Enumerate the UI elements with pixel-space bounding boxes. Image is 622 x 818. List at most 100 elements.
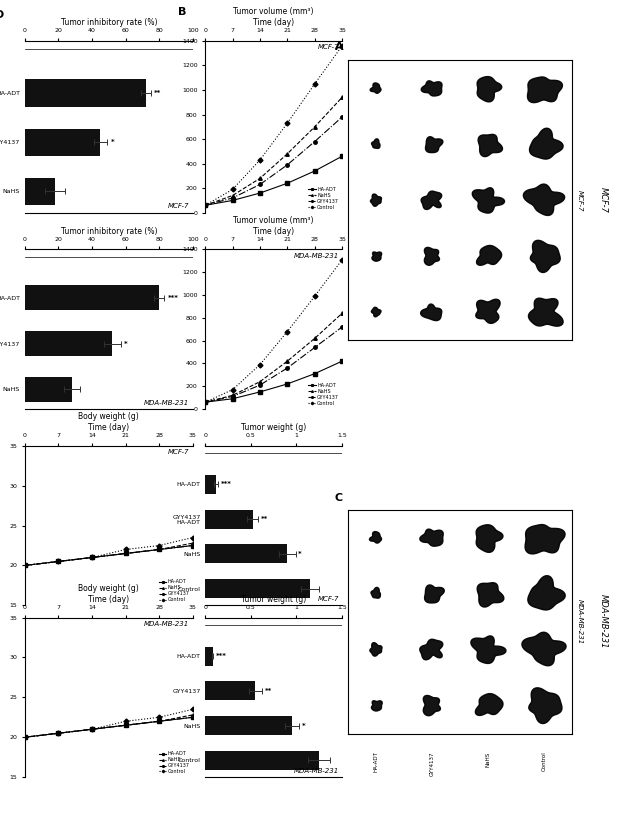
X-axis label: Time (day): Time (day) xyxy=(88,596,129,605)
HA-ADT xyxy=(88,553,96,563)
NaHS xyxy=(189,710,197,720)
HA-ADT xyxy=(311,369,318,379)
NaHS xyxy=(338,308,346,318)
GYY4137 xyxy=(338,322,346,332)
Polygon shape xyxy=(531,240,560,272)
NaHS xyxy=(229,390,236,400)
Control xyxy=(88,553,96,563)
Polygon shape xyxy=(476,245,501,265)
Polygon shape xyxy=(529,299,563,326)
Control xyxy=(338,41,346,51)
NaHS xyxy=(284,357,291,366)
X-axis label: Tumor inhibitory rate (%): Tumor inhibitory rate (%) xyxy=(60,227,157,236)
NaHS xyxy=(55,556,62,566)
Line: HA-ADT: HA-ADT xyxy=(203,359,344,404)
GYY4137 xyxy=(55,728,62,738)
Polygon shape xyxy=(421,191,442,209)
Polygon shape xyxy=(472,187,504,213)
HA-ADT xyxy=(21,560,29,570)
HA-ADT xyxy=(202,398,209,407)
HA-ADT xyxy=(256,387,264,397)
Legend: HA-ADT, NaHS, GYY4137, Control: HA-ADT, NaHS, GYY4137, Control xyxy=(157,578,192,605)
Polygon shape xyxy=(476,525,503,552)
Bar xyxy=(205,510,253,528)
Polygon shape xyxy=(522,632,566,666)
Polygon shape xyxy=(424,247,440,265)
NaHS xyxy=(338,92,346,102)
Control xyxy=(88,725,96,735)
GYY4137 xyxy=(189,541,197,551)
GYY4137 xyxy=(284,363,291,373)
Line: Control: Control xyxy=(23,536,195,567)
GYY4137 xyxy=(311,343,318,353)
Control xyxy=(229,185,236,195)
GYY4137 xyxy=(256,380,264,390)
Text: ***: *** xyxy=(216,653,227,659)
X-axis label: Tumor inhibitory rate (%): Tumor inhibitory rate (%) xyxy=(60,19,157,28)
Control xyxy=(156,541,163,551)
Text: MCF-7: MCF-7 xyxy=(318,596,340,602)
Control xyxy=(55,556,62,566)
Text: ***: *** xyxy=(221,481,231,488)
Text: **: ** xyxy=(264,688,272,694)
Polygon shape xyxy=(372,252,382,261)
Text: HA-ADT: HA-ADT xyxy=(374,752,379,772)
Polygon shape xyxy=(425,137,443,153)
HA-ADT xyxy=(284,178,291,188)
HA-ADT xyxy=(189,712,197,722)
Polygon shape xyxy=(421,81,442,96)
Line: NaHS: NaHS xyxy=(23,713,195,739)
GYY4137 xyxy=(122,721,129,730)
Control xyxy=(55,728,62,738)
Text: A: A xyxy=(335,42,343,52)
Line: NaHS: NaHS xyxy=(203,96,344,207)
Bar xyxy=(25,331,112,356)
Line: GYY4137: GYY4137 xyxy=(23,716,195,739)
Text: ***: *** xyxy=(167,294,179,301)
Control xyxy=(21,560,29,570)
Legend: HA-ADT, NaHS, GYY4137, Control: HA-ADT, NaHS, GYY4137, Control xyxy=(157,749,192,776)
Bar xyxy=(205,474,216,494)
Bar xyxy=(25,178,55,204)
NaHS xyxy=(88,725,96,735)
Polygon shape xyxy=(475,694,503,716)
Text: C: C xyxy=(335,493,343,503)
HA-ADT xyxy=(122,549,129,559)
Text: GYY4137: GYY4137 xyxy=(430,752,435,776)
Polygon shape xyxy=(528,576,565,610)
HA-ADT xyxy=(122,721,129,730)
NaHS xyxy=(202,200,209,210)
Legend: HA-ADT, NaHS, GYY4137, Control: HA-ADT, NaHS, GYY4137, Control xyxy=(307,381,341,408)
Polygon shape xyxy=(371,701,383,711)
Polygon shape xyxy=(420,304,442,321)
Control xyxy=(202,398,209,407)
Control xyxy=(311,79,318,89)
NaHS xyxy=(88,553,96,563)
Title: Tumor volume (mm³): Tumor volume (mm³) xyxy=(233,216,314,225)
Text: MDA-MB-231: MDA-MB-231 xyxy=(577,599,583,645)
Title: Tumor volume (mm³): Tumor volume (mm³) xyxy=(233,7,314,16)
Polygon shape xyxy=(369,532,381,543)
GYY4137 xyxy=(88,553,96,563)
NaHS xyxy=(229,191,236,200)
Line: Control: Control xyxy=(23,708,195,739)
Polygon shape xyxy=(425,585,444,603)
HA-ADT xyxy=(338,151,346,161)
HA-ADT xyxy=(156,717,163,726)
X-axis label: Time (day): Time (day) xyxy=(88,424,129,433)
GYY4137 xyxy=(338,112,346,122)
NaHS xyxy=(284,149,291,159)
Text: MCF-7: MCF-7 xyxy=(577,190,583,211)
NaHS xyxy=(256,377,264,387)
Polygon shape xyxy=(371,139,380,148)
GYY4137 xyxy=(229,193,236,203)
Line: Control: Control xyxy=(203,258,344,404)
Text: *: * xyxy=(111,139,114,145)
Polygon shape xyxy=(420,529,443,546)
GYY4137 xyxy=(256,180,264,190)
Text: MCF-7: MCF-7 xyxy=(318,44,340,51)
Line: HA-ADT: HA-ADT xyxy=(203,155,344,207)
Bar xyxy=(205,681,256,700)
GYY4137 xyxy=(189,712,197,722)
X-axis label: Time (day): Time (day) xyxy=(253,19,294,28)
